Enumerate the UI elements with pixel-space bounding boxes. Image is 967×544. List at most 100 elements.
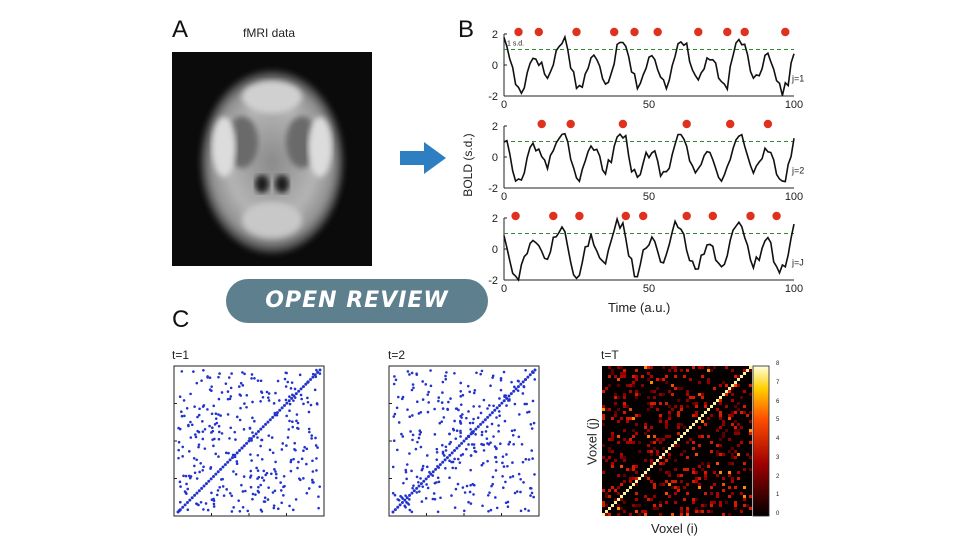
matrix-dot [468,490,472,494]
matrix-dot [245,405,248,409]
matrix-dot [459,429,462,433]
matrix-dot [311,459,314,463]
matrix-dot [314,375,318,379]
event-dot [618,119,628,129]
matrix-dot [210,412,214,416]
heatmap-cell [725,393,728,396]
matrix-dot [440,420,444,423]
matrix-dot [278,399,281,402]
heatmap-cell [659,417,662,420]
matrix-dot [254,432,258,436]
matrix-dot [508,397,511,401]
matrix-dot [243,372,246,376]
heatmap-cell [716,462,719,465]
matrix-dot [294,448,297,452]
heatmap-cell [728,417,731,420]
matrix-dot [491,475,495,479]
matrix-dot [217,397,221,401]
matrix-dot [394,378,398,382]
matrix-dot [437,480,441,484]
matrix-dot [317,506,320,510]
matrix-dot [302,449,305,453]
heatmap-cell [734,501,737,504]
matrix-dot [293,387,297,391]
heatmap-cell [731,477,734,480]
matrix-dot [518,413,521,416]
matrix-dot [197,489,201,493]
heatmap-diagonal-cell [692,423,695,426]
heatmap-cell [668,435,671,438]
heatmap-cell [683,486,686,489]
matrix-dot [461,413,464,416]
matrix-dot [288,409,291,412]
heatmap-cell [743,468,746,471]
matrix-dot [415,373,419,376]
y-tick-label: 2 [492,29,498,41]
heatmap-cell [728,471,731,474]
heatmap-cell [704,477,707,480]
heatmap-diagonal-cell [638,477,641,480]
matrix-dot [524,378,527,382]
matrix-dot [461,453,465,456]
heatmap-cell [743,498,746,501]
heatmap-cell [668,495,671,498]
matrix-dot [288,402,292,406]
matrix-dot [412,484,415,487]
matrix-dot [421,398,425,401]
matrix-dot [505,453,508,456]
matrix-dot [281,442,285,445]
heatmap-cell [713,483,716,486]
matrix-dot [473,389,477,392]
matrix-dot [457,408,460,412]
heatmap-cell [623,510,626,513]
heatmap-cell [713,501,716,504]
heatmap-diagonal-cell [728,387,731,390]
heatmap-cell [698,426,701,429]
heatmap-cell [635,483,638,486]
heatmap-cell [710,504,713,507]
matrix-dot [199,462,202,465]
matrix-dot [218,430,221,434]
event-dot [621,211,630,221]
matrix-dot [311,470,315,473]
heatmap-cell [605,495,608,498]
heatmap-cell [659,414,662,417]
matrix-dot [181,505,185,509]
matrix-dot [410,388,414,392]
matrix-dot [505,404,508,407]
matrix-dot [499,388,503,392]
matrix-dot [431,470,435,474]
heatmap-cell [659,441,662,444]
y-tick-label: 2 [492,121,498,133]
heatmap-cell [665,420,668,423]
matrix-dot [497,430,500,433]
matrix-dot [242,444,246,448]
matrix-dot [393,375,396,378]
matrix-dot [275,411,279,415]
matrix-dot [300,397,303,401]
heatmap-cell [722,453,725,456]
heatmap-cell [716,474,719,477]
matrix-dot [218,372,221,375]
heatmap-cell [722,423,725,426]
matrix-dot [482,449,486,452]
matrix-dot [420,468,424,472]
heatmap-cell [683,426,686,429]
heatmap-cell [698,510,701,513]
heatmap-cell [650,498,653,501]
matrix-dot [260,476,264,480]
heatmap-cell [740,510,743,513]
panel-c-letter: C [172,306,190,333]
heatmap-cell [602,408,605,411]
matrix-dot [184,474,188,478]
heatmap-cell [686,510,689,513]
matrix-dot [502,465,506,468]
heatmap-cell [719,471,722,474]
matrix-dot [522,481,525,484]
matrix-dot [285,444,288,447]
matrix-dot [294,392,298,396]
matrix-dot [197,443,201,446]
heatmap-cell [662,393,665,396]
heatmap-diagonal-cell [740,375,743,378]
matrix-dot [318,372,322,375]
